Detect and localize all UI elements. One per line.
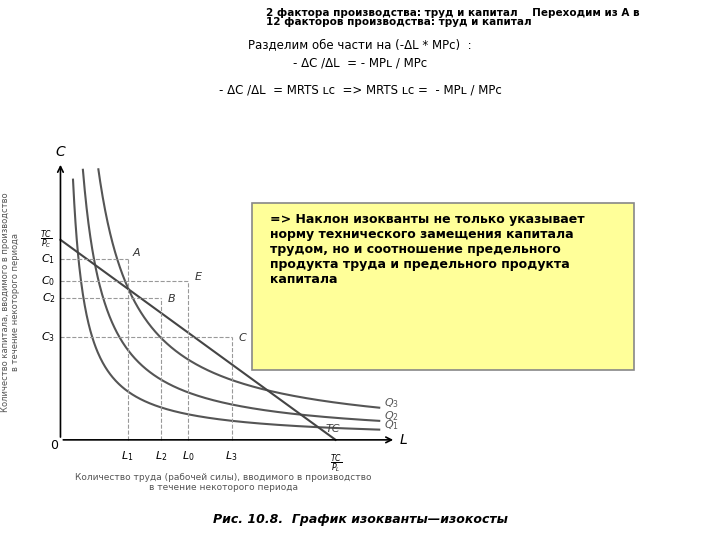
Text: $L_3$: $L_3$ xyxy=(225,450,238,463)
Text: $L_1$: $L_1$ xyxy=(122,450,134,463)
Text: $C_0$: $C_0$ xyxy=(41,274,55,288)
Text: B: B xyxy=(168,294,176,305)
Text: E: E xyxy=(194,272,202,282)
Text: TC: TC xyxy=(325,423,340,434)
Text: $Q_3$: $Q_3$ xyxy=(384,396,400,410)
Text: - ΔC /ΔL  = MRTS ʟс  => MRTS ʟс =  - MPʟ / MPс: - ΔC /ΔL = MRTS ʟс => MRTS ʟс = - MPʟ / … xyxy=(219,84,501,97)
Text: $L_2$: $L_2$ xyxy=(155,450,167,463)
Text: C: C xyxy=(55,145,66,159)
Text: - ΔC /ΔL  = - MPʟ / MPс: - ΔC /ΔL = - MPʟ / MPс xyxy=(293,57,427,70)
Text: в течение некоторого периода: в течение некоторого периода xyxy=(149,483,297,492)
Text: 12 факторов производства: труд и капитал: 12 факторов производства: труд и капитал xyxy=(266,17,532,28)
Text: Рис. 10.8.  График изокванты—изокосты: Рис. 10.8. График изокванты—изокосты xyxy=(212,514,508,526)
Text: C: C xyxy=(238,333,246,343)
Text: $C_3$: $C_3$ xyxy=(42,330,55,344)
Text: $Q_2$: $Q_2$ xyxy=(384,409,399,423)
Text: 0: 0 xyxy=(50,439,58,452)
Text: $L_0$: $L_0$ xyxy=(181,450,194,463)
Text: Разделим обе части на (-ΔL * MPс)  :: Разделим обе части на (-ΔL * MPс) : xyxy=(248,38,472,51)
Text: $C_1$: $C_1$ xyxy=(42,252,55,266)
Text: $\frac{TC}{P_L}$: $\frac{TC}{P_L}$ xyxy=(330,453,342,475)
Text: Количество труда (рабочей силы), вводимого в производство: Количество труда (рабочей силы), вводимо… xyxy=(75,472,372,482)
Text: 2 фактора производства: труд и капитал    Переходим из А в: 2 фактора производства: труд и капитал П… xyxy=(266,8,640,18)
Text: $\frac{TC}{P_C}$: $\frac{TC}{P_C}$ xyxy=(40,228,52,251)
Text: Количество капитала, вводимого в производство
в течение некоторого периода: Количество капитала, вводимого в произво… xyxy=(1,193,20,412)
Text: A: A xyxy=(132,248,140,259)
Text: => Наклон изокванты не только указывает
норму технического замещения капитала
тр: => Наклон изокванты не только указывает … xyxy=(270,213,585,286)
Text: $Q_1$: $Q_1$ xyxy=(384,418,400,432)
Text: $C_2$: $C_2$ xyxy=(42,291,55,305)
Text: L: L xyxy=(400,433,407,447)
